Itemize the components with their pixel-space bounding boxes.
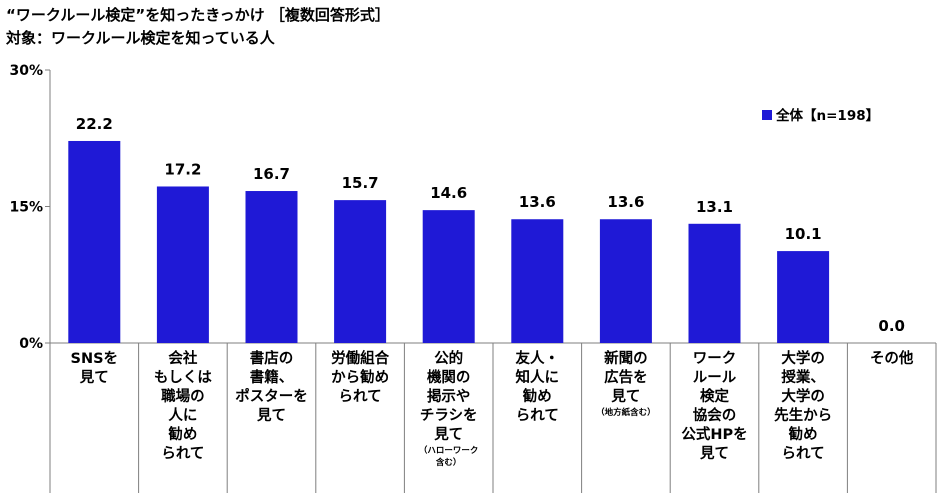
x-tick-label-line: もしくは [153,370,212,386]
x-tick-label-line: 友人・ [515,351,560,367]
x-tick-label-line: られて [781,446,825,462]
x-tick-label-line: 職場の [161,389,205,405]
data-label: 15.7 [342,174,379,192]
x-tick-label: SNSを見て [51,350,137,388]
x-tick-label-line: ワーク [692,351,737,367]
x-tick-label-line: 書籍、 [249,370,294,386]
bar [599,219,652,343]
data-label: 16.7 [253,165,290,183]
data-label: 22.2 [76,115,113,133]
x-tick-label-line: 掲示や [426,389,471,405]
x-tick-label-line: SNSを [70,351,119,367]
x-tick-label-line: 見て [434,427,464,443]
x-tick-label-line: 見て [79,370,109,386]
x-tick-label-line: 勧め [522,389,552,405]
x-tick-label-line: 大学の [781,351,825,367]
bar [68,140,121,343]
x-tick-label-line: 協会の [692,408,737,424]
bar [777,251,830,343]
x-tick-label-line: 機関の [426,370,471,386]
x-tick-label-line: 会社 [168,351,198,367]
data-label: 13.6 [607,193,644,211]
x-tick-label-line: 公的 [434,351,464,367]
x-tick-label-line: 大学の [781,389,825,405]
y-tick-label: 30% [9,63,43,79]
legend-label: 全体【n=198】 [775,107,879,124]
data-label: 0.0 [878,317,905,335]
x-tick-label-line: ルール [692,370,737,386]
x-tick-label: 書店の書籍、ポスターを見て [229,350,315,426]
chart-title: “ワークルール検定”を知ったきっかけ ［複数回答形式］ [6,6,390,24]
x-tick-label-line: 見て [257,408,286,424]
x-tick-label: 会社もしくは職場の人に勧められて [140,350,226,464]
x-tick-label-line: 広告を [604,370,648,386]
x-tick-label-line: ポスターを [235,389,308,405]
x-tick-label: 友人・知人に勧められて [494,350,580,426]
x-tick-label: 公的機関の掲示やチラシを見て （ハローワーク 含む） [406,350,492,469]
data-label: 14.6 [430,184,467,202]
x-tick-label-line: から勧め [331,370,390,386]
x-tick-label-line: 見て [700,446,729,462]
legend-swatch [762,110,772,120]
x-tick-label-line: られて [338,389,382,405]
bar [422,210,475,343]
chart-subtitle: 対象：ワークルール検定を知っている人 [6,29,275,47]
x-tick-label: 労働組合から勧められて [317,350,403,407]
x-tick-label-line: 公式HPを [681,427,748,443]
x-tick-label-note: 含む） [435,458,462,468]
x-tick-label-line: られて [161,446,205,462]
data-label: 10.1 [785,225,822,243]
data-label: 17.2 [164,160,201,178]
data-label: 13.6 [519,193,556,211]
x-tick-label: 大学の 授業、 大学の 先生から 勧め られて [760,350,846,464]
x-tick-label-line: 新聞の [604,351,648,367]
bar [156,186,209,343]
x-tick-label-line: 授業、 [781,370,825,386]
data-label: 13.1 [696,198,733,216]
x-tick-label-line: その他 [869,351,914,367]
bar [245,191,298,343]
bar [334,200,387,343]
x-tick-label-line: チラシを [419,408,478,424]
x-tick-label: 新聞の広告を見て （地方紙含む） [583,350,669,419]
x-tick-label: ワークルール検定協会の公式HPを見て [672,350,758,464]
bar [511,219,564,343]
x-tick-label-line: 書店の [249,351,294,367]
x-tick-label-line: 勧め [168,427,198,443]
x-tick-label-line: 労働組合 [331,351,390,367]
x-tick-label-line: られて [515,408,559,424]
x-tick-label-line: 人に [168,408,198,424]
x-tick-label-line: 知人に [515,370,560,386]
x-tick-label: その他 [849,350,935,369]
x-tick-label-line: 先生から [774,408,833,424]
y-tick-label: 15% [9,200,43,216]
x-tick-label-note: （ハローワーク [418,446,479,456]
x-tick-label-line: 勧め [788,427,818,443]
x-tick-label-note: （地方紙含む） [596,408,656,418]
x-tick-label-line: 見て [611,389,641,405]
y-tick-label: 0% [19,336,43,352]
x-tick-label-line: 検定 [700,389,729,405]
bar [688,223,741,343]
